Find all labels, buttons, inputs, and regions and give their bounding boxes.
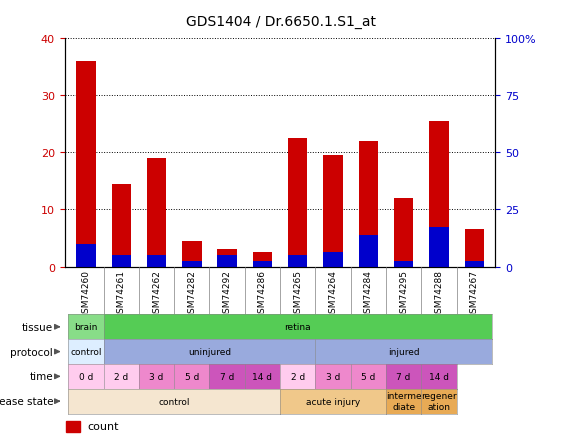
Bar xyxy=(147,159,166,267)
Bar xyxy=(111,256,131,267)
Bar xyxy=(429,227,449,267)
Text: GSM74295: GSM74295 xyxy=(399,269,408,318)
Text: 0 d: 0 d xyxy=(79,372,93,381)
Text: GSM74282: GSM74282 xyxy=(187,269,196,318)
Bar xyxy=(182,261,202,267)
Text: tissue: tissue xyxy=(22,322,53,332)
Bar xyxy=(253,261,272,267)
Text: control: control xyxy=(70,347,102,356)
Text: acute injury: acute injury xyxy=(306,397,360,406)
Text: GSM74286: GSM74286 xyxy=(258,269,267,318)
Text: 3 d: 3 d xyxy=(149,372,164,381)
Bar xyxy=(288,256,307,267)
Bar xyxy=(76,244,96,267)
Bar xyxy=(111,184,131,267)
Bar xyxy=(359,236,378,267)
Text: control: control xyxy=(158,397,190,406)
Bar xyxy=(217,256,237,267)
Text: GSM74284: GSM74284 xyxy=(364,269,373,318)
Text: retina: retina xyxy=(284,322,311,332)
Text: 7 d: 7 d xyxy=(220,372,234,381)
Text: GSM74262: GSM74262 xyxy=(152,269,161,318)
Bar xyxy=(464,230,484,267)
Bar xyxy=(323,156,343,267)
Bar xyxy=(182,241,202,267)
Text: count: count xyxy=(87,421,119,431)
Text: interme
diate: interme diate xyxy=(386,391,422,411)
Text: GSM74292: GSM74292 xyxy=(222,269,231,318)
Bar xyxy=(394,198,413,267)
Text: brain: brain xyxy=(74,322,97,332)
Text: GSM74288: GSM74288 xyxy=(435,269,444,318)
Bar xyxy=(253,253,272,267)
Text: disease state: disease state xyxy=(0,396,53,406)
Bar xyxy=(76,62,96,267)
Bar xyxy=(66,421,81,431)
Bar xyxy=(217,250,237,267)
Bar xyxy=(288,139,307,267)
Text: GSM74267: GSM74267 xyxy=(470,269,479,318)
Text: uninjured: uninjured xyxy=(188,347,231,356)
Bar xyxy=(359,141,378,267)
Text: 14 d: 14 d xyxy=(429,372,449,381)
Text: protocol: protocol xyxy=(10,347,53,357)
Text: GSM74260: GSM74260 xyxy=(82,269,91,318)
Text: injured: injured xyxy=(388,347,419,356)
Text: GSM74265: GSM74265 xyxy=(293,269,302,318)
Text: 14 d: 14 d xyxy=(252,372,272,381)
Text: 7 d: 7 d xyxy=(396,372,411,381)
Bar xyxy=(323,253,343,267)
Text: time: time xyxy=(29,372,53,381)
Bar xyxy=(394,261,413,267)
Text: GSM74264: GSM74264 xyxy=(329,269,338,318)
Text: GDS1404 / Dr.6650.1.S1_at: GDS1404 / Dr.6650.1.S1_at xyxy=(186,15,377,29)
Text: 2 d: 2 d xyxy=(114,372,128,381)
Text: 5 d: 5 d xyxy=(185,372,199,381)
Bar xyxy=(464,261,484,267)
Text: 5 d: 5 d xyxy=(361,372,376,381)
Text: GSM74261: GSM74261 xyxy=(117,269,126,318)
Bar xyxy=(147,256,166,267)
Text: 2 d: 2 d xyxy=(291,372,305,381)
Bar xyxy=(429,122,449,267)
Text: regener
ation: regener ation xyxy=(421,391,457,411)
Text: 3 d: 3 d xyxy=(326,372,340,381)
